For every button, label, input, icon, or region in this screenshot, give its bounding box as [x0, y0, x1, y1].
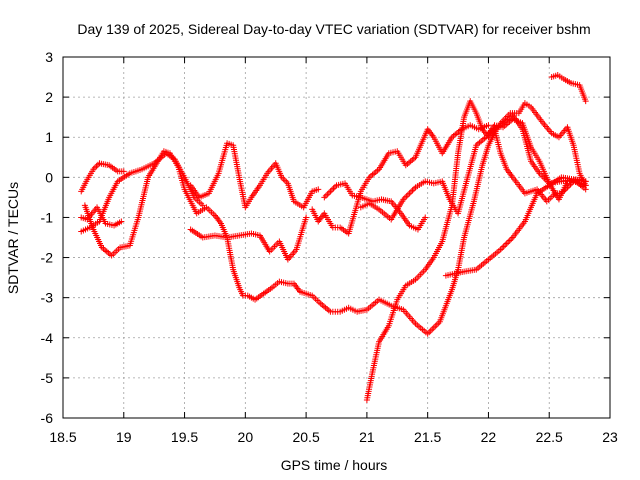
data-point — [327, 188, 334, 195]
data-point — [91, 164, 98, 171]
y-tick-label: -3 — [41, 290, 54, 306]
axis-ticks: 18.5 19 19.5 20 20.5 21 21.5 22 22.5 23-6-5-4-3-2… — [41, 49, 618, 445]
data-point — [430, 324, 437, 331]
data-point — [506, 237, 513, 244]
chart-title: Day 139 of 2025, Sidereal Day-to-day VTE… — [77, 21, 590, 37]
data-point — [582, 98, 589, 105]
data-point — [432, 323, 439, 330]
x-tick-label: 21.5 — [414, 429, 441, 445]
data-point — [426, 329, 433, 336]
data-point — [406, 190, 413, 197]
grid-lines — [63, 57, 610, 418]
y-tick-label: -1 — [41, 209, 54, 225]
series-arc-5 — [187, 214, 310, 263]
y-tick-label: 3 — [45, 49, 53, 65]
data-point — [485, 122, 492, 129]
x-tick-label: 23 — [602, 429, 618, 445]
series-arc-2 — [78, 160, 127, 195]
plot-frame — [62, 56, 611, 419]
series-arc-13 — [485, 112, 589, 203]
data-point — [502, 242, 509, 249]
x-tick-label: 19.5 — [171, 429, 198, 445]
data-point — [321, 194, 328, 201]
data-point — [503, 240, 510, 247]
x-tick-label: 22.5 — [536, 429, 563, 445]
data-point — [429, 326, 436, 333]
x-axis-label: GPS time / hours — [281, 457, 388, 473]
data-point — [120, 168, 127, 175]
data-point — [582, 186, 589, 193]
y-tick-label: -2 — [41, 250, 54, 266]
data-point — [433, 321, 440, 328]
data-point — [93, 163, 100, 170]
x-tick-label: 22 — [481, 429, 497, 445]
y-tick-label: -4 — [41, 330, 54, 346]
data-point — [407, 188, 414, 195]
data-point — [499, 245, 506, 252]
x-tick-label: 21 — [359, 429, 375, 445]
data-point — [410, 185, 417, 192]
data-point — [315, 186, 322, 193]
x-tick-label: 20.5 — [292, 429, 319, 445]
series-arc-14 — [548, 72, 589, 105]
data-point — [403, 193, 410, 200]
data-point — [325, 189, 332, 196]
data-point — [281, 177, 288, 184]
data-points — [78, 72, 589, 403]
y-tick-label: 0 — [45, 169, 53, 185]
data-point — [404, 191, 411, 198]
data-point — [118, 218, 125, 225]
data-point — [422, 214, 429, 221]
series-arc-7 — [297, 100, 589, 337]
data-point — [505, 239, 512, 246]
data-point — [330, 185, 337, 192]
data-point — [582, 178, 589, 185]
data-point — [409, 187, 416, 194]
data-point — [303, 214, 310, 221]
data-point — [328, 186, 335, 193]
series-arc-9 — [309, 122, 492, 237]
x-tick-label: 18.5 — [49, 429, 76, 445]
data-point — [401, 194, 408, 201]
data-point — [508, 236, 515, 243]
series-arc-4 — [81, 148, 304, 303]
data-point — [427, 327, 434, 334]
series-arc-6 — [187, 140, 322, 211]
y-tick-label: 2 — [45, 89, 53, 105]
y-tick-label: -6 — [41, 410, 54, 426]
data-point — [324, 191, 331, 198]
data-point — [322, 192, 329, 199]
y-tick-label: -5 — [41, 370, 54, 386]
y-tick-label: 1 — [45, 129, 53, 145]
x-tick-label: 20 — [238, 429, 254, 445]
y-axis-label: SDTVAR / TECUs — [5, 182, 21, 294]
data-point — [500, 243, 507, 250]
x-tick-label: 19 — [116, 429, 132, 445]
data-point — [94, 161, 101, 168]
series-arc-8 — [321, 180, 429, 233]
